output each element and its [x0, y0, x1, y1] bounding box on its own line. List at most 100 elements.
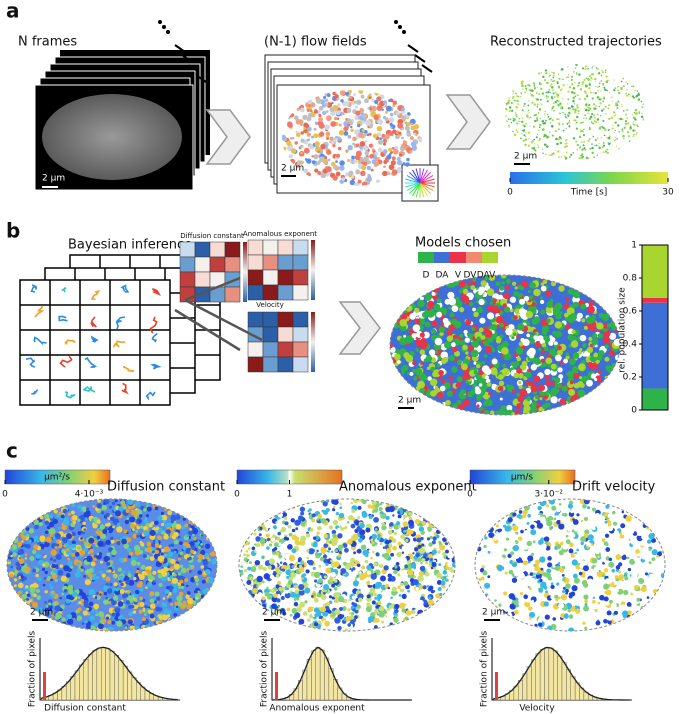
map-pixel [379, 137, 382, 141]
map-pixel [314, 622, 319, 627]
map-pixel [609, 608, 613, 612]
map-pixel [116, 540, 121, 546]
map-pixel [396, 159, 403, 166]
map-pixel [577, 94, 579, 96]
heatmap-cell [292, 326, 309, 343]
map-pixel [583, 140, 586, 143]
map-pixel [490, 324, 497, 331]
wheel-spoke [412, 182, 421, 197]
map-pixel [552, 76, 555, 79]
map-pixel [330, 550, 334, 554]
trajectory [90, 335, 99, 343]
map-pixel [286, 607, 291, 612]
map-pixel [606, 151, 609, 154]
map-pixel [536, 86, 538, 88]
map-pixel [588, 300, 594, 307]
map-pixel [595, 503, 598, 506]
map-pixel [371, 510, 375, 514]
map-pixel [522, 509, 528, 515]
trajectory [122, 365, 135, 373]
heatmap-cell [292, 311, 309, 328]
map-pixel [393, 532, 398, 536]
map-pixel [341, 111, 345, 116]
map-pixel [77, 546, 81, 550]
map-pixel [397, 514, 402, 519]
map-pixel [438, 326, 445, 333]
map-pixel [325, 562, 329, 566]
map-pixel [532, 147, 536, 150]
map-pixel [343, 126, 349, 132]
heatmap-cell [277, 341, 294, 358]
map-pixel [634, 592, 640, 599]
map-pixel [606, 148, 609, 151]
map-pixel [296, 160, 303, 166]
map-pixel [372, 550, 375, 554]
map-pixel [564, 113, 566, 116]
map-pixel [296, 606, 302, 613]
map-pixel [329, 579, 333, 583]
map-pixel [507, 118, 510, 121]
map-pixel [543, 79, 546, 82]
map-pixel [266, 546, 270, 550]
map-pixel [308, 548, 315, 555]
map-pixel [517, 103, 520, 106]
map-pixel [550, 623, 557, 630]
map-pixel [518, 117, 521, 120]
map-pixel [614, 113, 616, 115]
wheel-spoke [409, 182, 421, 194]
histogram-bar [136, 682, 141, 701]
map-pixel [171, 534, 177, 540]
map-pixel [177, 572, 182, 576]
map-pixel [509, 603, 516, 610]
map-pixel [539, 83, 542, 86]
map-pixel [367, 616, 374, 623]
map-pixel [300, 560, 305, 565]
map-pixel [289, 137, 293, 140]
map-pixel [614, 122, 617, 124]
map-pixel [171, 526, 175, 530]
map-pixel [356, 546, 359, 550]
map-pixel [533, 357, 541, 365]
map-pixel [294, 530, 298, 534]
map-pixel [195, 596, 199, 600]
map-pixel [166, 548, 171, 552]
map-pixel [579, 376, 583, 380]
map-pixel [524, 143, 527, 147]
map-pixel [376, 96, 382, 102]
map-pixel [192, 528, 199, 534]
map-pixel [567, 98, 570, 101]
map-pixel [346, 594, 350, 597]
map-pixel [308, 508, 312, 512]
map-pixel [354, 154, 361, 161]
map-pixel [80, 537, 83, 540]
wheel-spoke [419, 175, 434, 184]
map-pixel [80, 509, 83, 512]
map-pixel [452, 334, 458, 339]
map-pixel [593, 104, 595, 106]
map-pixel [544, 135, 546, 138]
map-pixel [89, 589, 96, 595]
map-pixel [136, 525, 141, 530]
map-pixel [356, 548, 362, 554]
map-pixel [341, 523, 346, 528]
map-pixel [376, 103, 380, 106]
map-pixel [585, 67, 587, 69]
map-pixel [123, 557, 128, 563]
map-pixel [532, 540, 536, 544]
map-pixel [80, 602, 84, 606]
map-pixel [596, 113, 599, 116]
heatmap-cell [224, 241, 241, 258]
chevron [205, 94, 491, 355]
map-pixel [258, 533, 262, 537]
parameter-map [239, 499, 455, 631]
map-pixel [552, 74, 555, 77]
map-pixel [132, 533, 138, 539]
map-pixel [533, 138, 536, 141]
map-pixel [537, 335, 544, 342]
map-pixel [421, 543, 425, 547]
map-pixel [465, 319, 472, 326]
map-pixel [188, 569, 192, 573]
map-pixel [134, 501, 140, 507]
map-pixel [21, 593, 28, 600]
map-pixel [191, 545, 196, 550]
